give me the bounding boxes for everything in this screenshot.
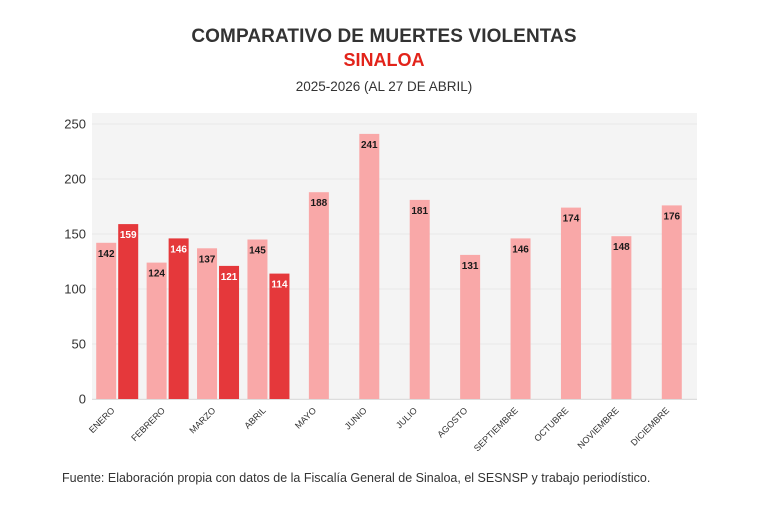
bar-2025-agosto (460, 254, 481, 399)
gridlines (92, 123, 697, 400)
data-label: 145 (249, 246, 266, 257)
data-label: 137 (199, 254, 216, 265)
bar-2025-noviembre (611, 236, 632, 399)
data-label: 148 (613, 242, 630, 253)
bar-2025-mayo (308, 192, 329, 399)
x-tick-label: OCTUBRE (532, 405, 570, 443)
data-label: 146 (170, 244, 187, 255)
x-tick-label: DICIEMBRE (629, 405, 671, 447)
data-label: 159 (120, 230, 137, 241)
y-tick-label: 150 (64, 227, 86, 242)
bar-2026-enero (118, 224, 139, 399)
bar-2025-octubre (560, 207, 581, 399)
data-label: 121 (221, 272, 238, 283)
bar-2025-septiembre (510, 238, 531, 399)
bar-2026-marzo (219, 265, 240, 399)
data-label: 142 (98, 249, 115, 260)
x-axis: ENERO FEBRERO MARZO ABRIL MAYO JUNIO JULIO AGOS… (87, 405, 671, 453)
bar-2025-abril (247, 239, 268, 399)
y-tick-label: 100 (64, 282, 86, 297)
x-tick-label: SEPTIEMBRE (472, 405, 520, 453)
bar-2026-febrero (168, 238, 189, 399)
data-label: 146 (512, 244, 529, 255)
bars (96, 133, 682, 399)
y-tick-label: 0 (79, 392, 86, 407)
chart-title: COMPARATIVO DE MUERTES VIOLENTAS (191, 26, 577, 47)
data-label: 124 (148, 269, 165, 280)
data-labels: 142 159 124 146 137 121 145 114 188 241 181 131 146 1… (98, 140, 681, 291)
y-tick-label: 200 (64, 172, 86, 187)
x-tick-label: ENERO (87, 405, 117, 435)
data-label: 188 (311, 198, 328, 209)
x-tick-label: FEBRERO (129, 405, 167, 443)
data-label: 176 (663, 211, 680, 222)
bar-2025-julio (409, 199, 430, 399)
x-tick-label: MARZO (187, 405, 217, 435)
data-label: 181 (411, 206, 428, 217)
x-tick-label: AGOSTO (435, 405, 469, 439)
x-tick-label: ABRIL (242, 405, 267, 430)
x-tick-label: JUNIO (343, 405, 369, 431)
data-label: 241 (361, 140, 378, 151)
bar-2026-abril (269, 273, 290, 399)
source-note: Fuente: Elaboración propia con datos de … (62, 471, 651, 485)
bar-2025-marzo (197, 248, 218, 399)
bar-2025-junio (359, 133, 380, 399)
data-label: 114 (271, 280, 288, 291)
x-tick-label: MAYO (293, 405, 318, 430)
plot-background (92, 113, 697, 400)
data-label: 131 (462, 261, 479, 272)
chart-subtitle: SINALOA (343, 50, 425, 70)
y-tick-label: 250 (64, 117, 86, 132)
data-label: 174 (563, 214, 580, 225)
chart-period: 2025-2026 (AL 27 DE ABRIL) (295, 79, 473, 94)
x-tick-label: NOVIEMBRE (576, 405, 621, 450)
bar-2025-febrero (146, 262, 167, 399)
bar-2025-diciembre (661, 205, 682, 399)
x-tick-label: JULIO (394, 405, 419, 430)
bar-2025-enero (96, 242, 117, 399)
y-axis: 0 50 100 150 200 250 (64, 117, 86, 407)
y-tick-label: 50 (72, 337, 86, 352)
